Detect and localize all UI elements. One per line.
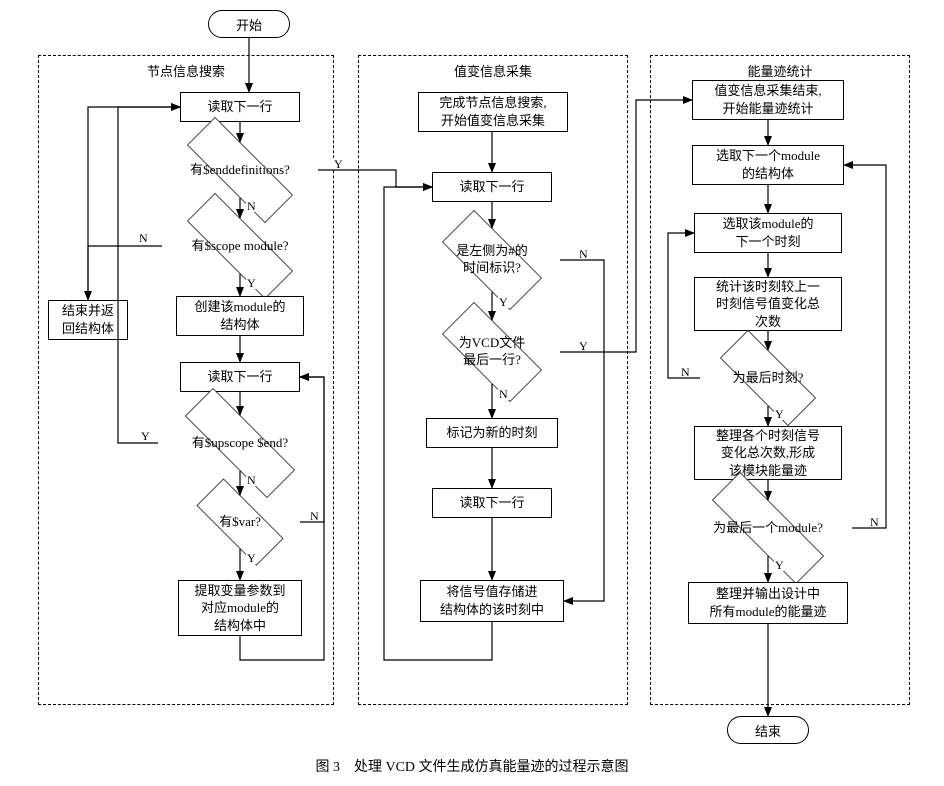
terminal-end: 结束 xyxy=(727,716,809,744)
p2-read2: 读取下一行 xyxy=(432,488,552,518)
p1-extract-text: 提取变量参数到 对应module的 结构体中 xyxy=(194,582,285,635)
p2-read1: 读取下一行 xyxy=(432,172,552,202)
p1-d1-text: 有$enddefinitions? xyxy=(190,162,290,179)
p2-read2-text: 读取下一行 xyxy=(459,494,524,512)
p3-d2: 为最后一个module? xyxy=(684,500,852,556)
p3-seltime: 选取该module的 下一个时刻 xyxy=(694,213,842,253)
p2-d2-text: 为VCD文件 最后一行? xyxy=(459,335,525,369)
p1-create: 创建该module的 结构体 xyxy=(176,296,304,336)
p2-mark: 标记为新的时刻 xyxy=(426,418,558,448)
p1-d3-text: 有$upscope $end? xyxy=(192,435,288,452)
lbl-p1-d3-N: N xyxy=(246,474,257,486)
p1-d1: 有$enddefinitions? xyxy=(162,142,318,198)
p3-d2-text: 为最后一个module? xyxy=(713,520,823,537)
panel-3-title: 能量迹统计 xyxy=(651,61,909,80)
lbl-p2-d1-N: N xyxy=(578,248,589,260)
p3-d1-text: 为最后时刻? xyxy=(733,370,804,387)
p3-seltime-text: 选取该module的 下一个时刻 xyxy=(723,215,814,250)
lbl-p2-d1-Y: Y xyxy=(498,296,509,308)
p1-return: 结束并返 回结构体 xyxy=(48,300,128,340)
lbl-p2-d2-Y: Y xyxy=(578,340,589,352)
lbl-p1-d4-Y: Y xyxy=(246,552,257,564)
lbl-p1-d1-N: N xyxy=(246,200,257,212)
lbl-p1-d1-Y: Y xyxy=(333,158,344,170)
lbl-p3-d2-Y: Y xyxy=(774,559,785,571)
p1-d2: 有$scope module? xyxy=(162,218,318,274)
p1-read2: 读取下一行 xyxy=(180,362,300,392)
p1-read1: 读取下一行 xyxy=(180,92,300,122)
p1-d2-text: 有$scope module? xyxy=(191,238,288,255)
lbl-p1-d4-N: N xyxy=(309,510,320,522)
p3-summod-text: 整理各个时刻信号 变化总次数,形成 该模块能量迹 xyxy=(716,427,820,480)
p1-read1-text: 读取下一行 xyxy=(207,98,272,116)
p2-store-text: 将信号值存储进 结构体的该时刻中 xyxy=(440,583,544,618)
p2-start-text: 完成节点信息搜索, 开始值变信息采集 xyxy=(439,94,546,129)
p2-d1: 是左侧为#的 时间标识? xyxy=(424,228,560,292)
p1-d4: 有$var? xyxy=(180,495,300,549)
lbl-p3-d2-N: N xyxy=(869,516,880,528)
lbl-p2-d2-N: N xyxy=(498,388,509,400)
p1-read2-text: 读取下一行 xyxy=(207,368,272,386)
p3-summod: 整理各个时刻信号 变化总次数,形成 该模块能量迹 xyxy=(694,426,842,480)
p3-out: 整理并输出设计中 所有module的能量迹 xyxy=(688,582,848,624)
p1-d4-text: 有$var? xyxy=(219,514,261,531)
p3-d1: 为最后时刻? xyxy=(700,350,836,406)
p1-extract: 提取变量参数到 对应module的 结构体中 xyxy=(178,580,302,636)
p3-start-text: 值变信息采集结束, 开始能量迹统计 xyxy=(714,82,821,117)
lbl-p1-d2-N: N xyxy=(138,232,149,244)
p2-read1-text: 读取下一行 xyxy=(459,178,524,196)
panel-1-title: 节点信息搜索 xyxy=(39,61,333,80)
p3-selmod: 选取下一个module 的结构体 xyxy=(692,145,844,185)
p3-stat: 统计该时刻较上一 时刻信号值变化总 次数 xyxy=(694,277,842,331)
p3-stat-text: 统计该时刻较上一 时刻信号值变化总 次数 xyxy=(716,278,820,331)
p1-d3: 有$upscope $end? xyxy=(158,415,322,471)
lbl-p1-d2-Y: Y xyxy=(246,277,257,289)
terminal-end-text: 结束 xyxy=(755,721,781,740)
terminal-start-text: 开始 xyxy=(236,15,262,34)
p2-mark-text: 标记为新的时刻 xyxy=(446,424,537,442)
p2-d1-text: 是左侧为#的 时间标识? xyxy=(456,243,528,277)
figure-caption: 图 3 处理 VCD 文件生成仿真能量迹的过程示意图 xyxy=(0,756,944,776)
p2-start: 完成节点信息搜索, 开始值变信息采集 xyxy=(418,92,568,132)
lbl-p3-d1-Y: Y xyxy=(774,408,785,420)
p3-start: 值变信息采集结束, 开始能量迹统计 xyxy=(692,80,844,120)
p3-selmod-text: 选取下一个module 的结构体 xyxy=(716,147,820,182)
panel-2-title: 值变信息采集 xyxy=(359,61,627,80)
p1-create-text: 创建该module的 结构体 xyxy=(195,298,286,333)
terminal-start: 开始 xyxy=(208,10,290,38)
lbl-p3-d1-N: N xyxy=(680,366,691,378)
lbl-p1-d3-Y: Y xyxy=(140,430,151,442)
p2-d2: 为VCD文件 最后一行? xyxy=(424,320,560,384)
p2-store: 将信号值存储进 结构体的该时刻中 xyxy=(420,580,564,622)
p3-out-text: 整理并输出设计中 所有module的能量迹 xyxy=(710,585,827,620)
p1-return-text: 结束并返 回结构体 xyxy=(62,302,114,337)
